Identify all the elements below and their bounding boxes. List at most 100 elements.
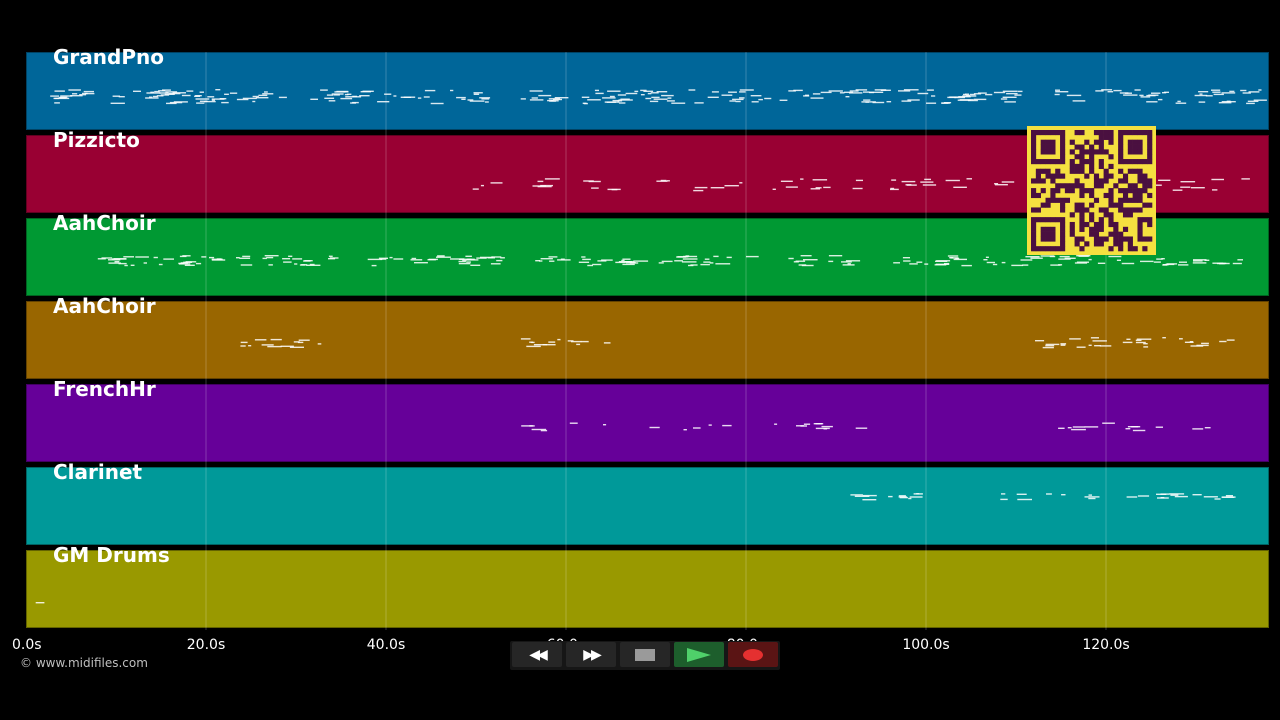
- qr-module: [1079, 154, 1085, 160]
- qr-module: [1040, 144, 1046, 150]
- track-grandpno: GrandPno: [26, 45, 1269, 130]
- track-name: GrandPno: [53, 45, 164, 69]
- track-name: Pizzicto: [53, 128, 140, 152]
- qr-module: [1103, 149, 1109, 155]
- qr-module: [1089, 192, 1095, 199]
- qr-module: [1089, 144, 1095, 150]
- qr-module: [1137, 217, 1143, 223]
- time-tick: 20.0s: [186, 637, 226, 653]
- qr-module: [1122, 188, 1129, 194]
- qr-module: [1118, 202, 1124, 208]
- qr-module: [1060, 231, 1066, 237]
- qr-module: [1035, 246, 1041, 252]
- qr-module: [1031, 192, 1037, 199]
- qr-module: [1084, 149, 1090, 155]
- qr-module: [1098, 130, 1104, 136]
- qr-module: [1055, 217, 1061, 223]
- qr-module: [1031, 178, 1037, 184]
- qr-module: [1031, 241, 1037, 247]
- qr-module: [1089, 212, 1095, 218]
- qr-module: [1089, 231, 1095, 237]
- qr-module: [1089, 154, 1095, 160]
- copyright-text: © www.midifiles.com: [20, 656, 148, 670]
- qr-module: [1045, 149, 1051, 155]
- stop-button[interactable]: [620, 642, 670, 667]
- qr-module: [1098, 207, 1104, 213]
- qr-module: [1103, 168, 1109, 174]
- qr-module: [1079, 221, 1085, 228]
- qr-module: [1060, 236, 1066, 242]
- qr-module: [1045, 197, 1051, 203]
- qr-module: [1127, 212, 1133, 218]
- qr-module: [1108, 134, 1114, 140]
- qr-module: [1055, 173, 1061, 179]
- qr-module: [1040, 168, 1046, 174]
- qr-module: [1137, 159, 1143, 165]
- qr-module: [1045, 159, 1051, 165]
- qr-module: [1147, 217, 1153, 223]
- qr-code[interactable]: [1027, 126, 1156, 255]
- qr-module: [1069, 163, 1075, 170]
- qr-module: [1050, 236, 1056, 242]
- fast-forward-button[interactable]: ▶▶: [566, 642, 616, 667]
- qr-module: [1142, 246, 1148, 252]
- qr-module: [1035, 168, 1041, 174]
- qr-module: [1147, 144, 1153, 150]
- qr-module: [1137, 178, 1143, 184]
- qr-module: [1113, 236, 1119, 242]
- play-button[interactable]: [674, 642, 724, 667]
- qr-module: [1147, 236, 1153, 242]
- qr-module: [1045, 139, 1051, 145]
- qr-module: [1074, 163, 1080, 170]
- qr-module: [1127, 168, 1133, 174]
- qr-module: [1103, 192, 1109, 199]
- qr-module: [1093, 130, 1100, 136]
- qr-module: [1108, 163, 1114, 170]
- qr-module: [1050, 130, 1056, 136]
- qr-module: [1137, 188, 1143, 194]
- qr-module: [1103, 212, 1109, 218]
- qr-module: [1142, 173, 1148, 179]
- track-clarinet: Clarinet: [26, 460, 1269, 545]
- qr-module: [1103, 134, 1109, 140]
- qr-module: [1108, 246, 1114, 252]
- qr-module: [1113, 221, 1119, 228]
- qr-module: [1093, 173, 1100, 179]
- qr-module: [1137, 168, 1143, 174]
- rewind-button[interactable]: ◀◀: [512, 642, 562, 667]
- qr-module: [1060, 139, 1066, 145]
- qr-module: [1060, 149, 1066, 155]
- qr-module: [1108, 202, 1114, 208]
- qr-module: [1118, 159, 1124, 165]
- qr-module: [1064, 183, 1071, 189]
- qr-module: [1147, 221, 1153, 228]
- qr-module: [1031, 154, 1037, 160]
- qr-module: [1074, 168, 1080, 174]
- qr-module: [1093, 139, 1100, 145]
- qr-module: [1069, 226, 1075, 232]
- qr-module: [1050, 139, 1056, 145]
- record-button[interactable]: [728, 642, 778, 667]
- qr-module: [1040, 226, 1046, 232]
- qr-module: [1089, 226, 1095, 232]
- qr-module: [1079, 212, 1085, 218]
- qr-module: [1055, 183, 1061, 189]
- qr-module: [1127, 130, 1133, 136]
- qr-module: [1142, 202, 1148, 208]
- qr-module: [1127, 236, 1133, 242]
- play-icon: [687, 647, 711, 662]
- qr-module: [1050, 144, 1056, 150]
- qr-module: [1060, 246, 1066, 252]
- qr-module: [1089, 202, 1095, 208]
- qr-module: [1031, 221, 1037, 228]
- qr-module: [1040, 246, 1046, 252]
- qr-module: [1079, 217, 1085, 223]
- qr-module: [1079, 236, 1085, 242]
- track-frenchhr: FrenchHr: [26, 377, 1269, 462]
- qr-module: [1060, 144, 1066, 150]
- qr-module: [1118, 197, 1124, 203]
- qr-module: [1127, 197, 1133, 203]
- qr-module: [1031, 144, 1037, 150]
- qr-module: [1137, 149, 1143, 155]
